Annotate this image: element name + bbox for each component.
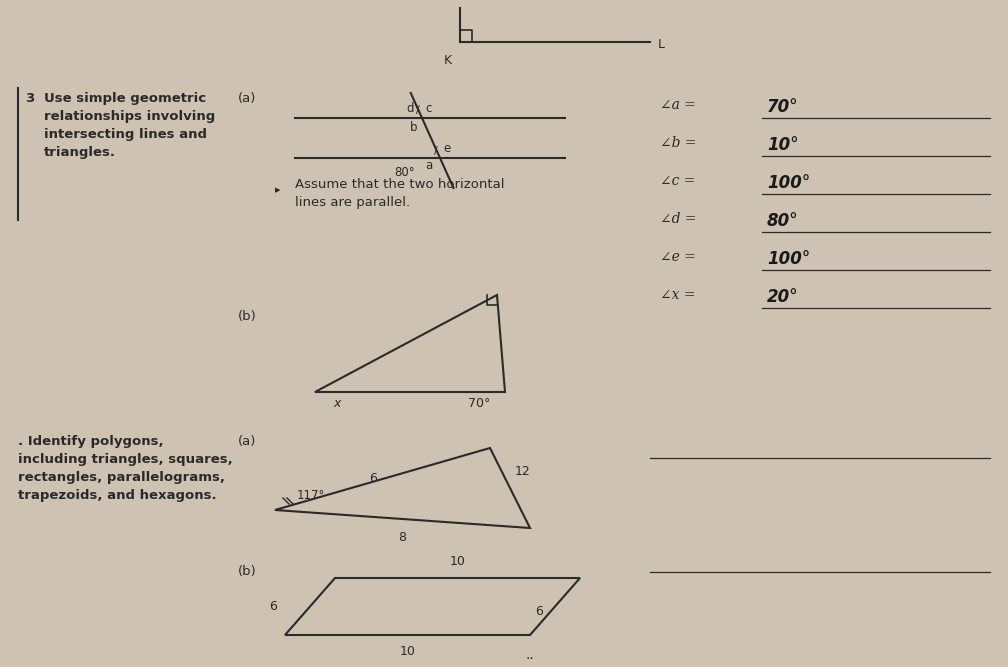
Text: 12: 12	[515, 465, 531, 478]
Text: Use simple geometric: Use simple geometric	[44, 92, 206, 105]
Text: a: a	[425, 159, 433, 172]
Text: 80°: 80°	[767, 212, 798, 230]
Text: (a): (a)	[238, 92, 256, 105]
Text: e: e	[443, 142, 451, 155]
Text: K: K	[444, 54, 452, 67]
Text: (b): (b)	[238, 565, 257, 578]
Text: 70°: 70°	[767, 98, 798, 116]
Text: 10: 10	[450, 555, 466, 568]
Text: 20°: 20°	[767, 288, 798, 306]
Text: including triangles, squares,: including triangles, squares,	[18, 453, 233, 466]
Text: d: d	[406, 102, 414, 115]
Text: lines are parallel.: lines are parallel.	[295, 196, 410, 209]
Text: 70°: 70°	[468, 397, 490, 410]
Text: . Identify polygons,: . Identify polygons,	[18, 435, 163, 448]
Text: 6: 6	[535, 605, 543, 618]
Text: trapezoids, and hexagons.: trapezoids, and hexagons.	[18, 489, 217, 502]
Text: ∠b =: ∠b =	[660, 136, 697, 150]
Text: ∠a =: ∠a =	[660, 98, 696, 112]
Text: /: /	[434, 146, 438, 156]
Text: L: L	[658, 37, 665, 51]
Text: Assume that the two horizontal: Assume that the two horizontal	[295, 178, 504, 191]
Text: ∠x =: ∠x =	[660, 288, 696, 302]
Text: 10: 10	[399, 645, 415, 658]
Text: ∠c =: ∠c =	[660, 174, 696, 188]
Text: (a): (a)	[238, 435, 256, 448]
Text: ∠d =: ∠d =	[660, 212, 697, 226]
Text: 80°: 80°	[394, 166, 415, 179]
Text: 100°: 100°	[767, 250, 810, 268]
Text: 8: 8	[398, 531, 406, 544]
Text: ▸: ▸	[275, 185, 281, 195]
Text: 3: 3	[25, 92, 34, 105]
Text: 10°: 10°	[767, 136, 798, 154]
Text: /: /	[416, 105, 420, 115]
Text: rectangles, parallelograms,: rectangles, parallelograms,	[18, 471, 225, 484]
Text: 100°: 100°	[767, 174, 810, 192]
Text: (b): (b)	[238, 310, 257, 323]
Text: b: b	[409, 121, 417, 134]
Text: ..: ..	[525, 648, 534, 662]
Text: x: x	[333, 397, 341, 410]
Text: 6: 6	[269, 600, 277, 613]
Text: 117°: 117°	[297, 489, 326, 502]
Text: intersecting lines and: intersecting lines and	[44, 128, 207, 141]
Text: triangles.: triangles.	[44, 146, 116, 159]
Text: 6: 6	[370, 472, 378, 486]
Text: relationships involving: relationships involving	[44, 110, 216, 123]
Text: c: c	[425, 102, 431, 115]
Text: ∠e =: ∠e =	[660, 250, 696, 264]
